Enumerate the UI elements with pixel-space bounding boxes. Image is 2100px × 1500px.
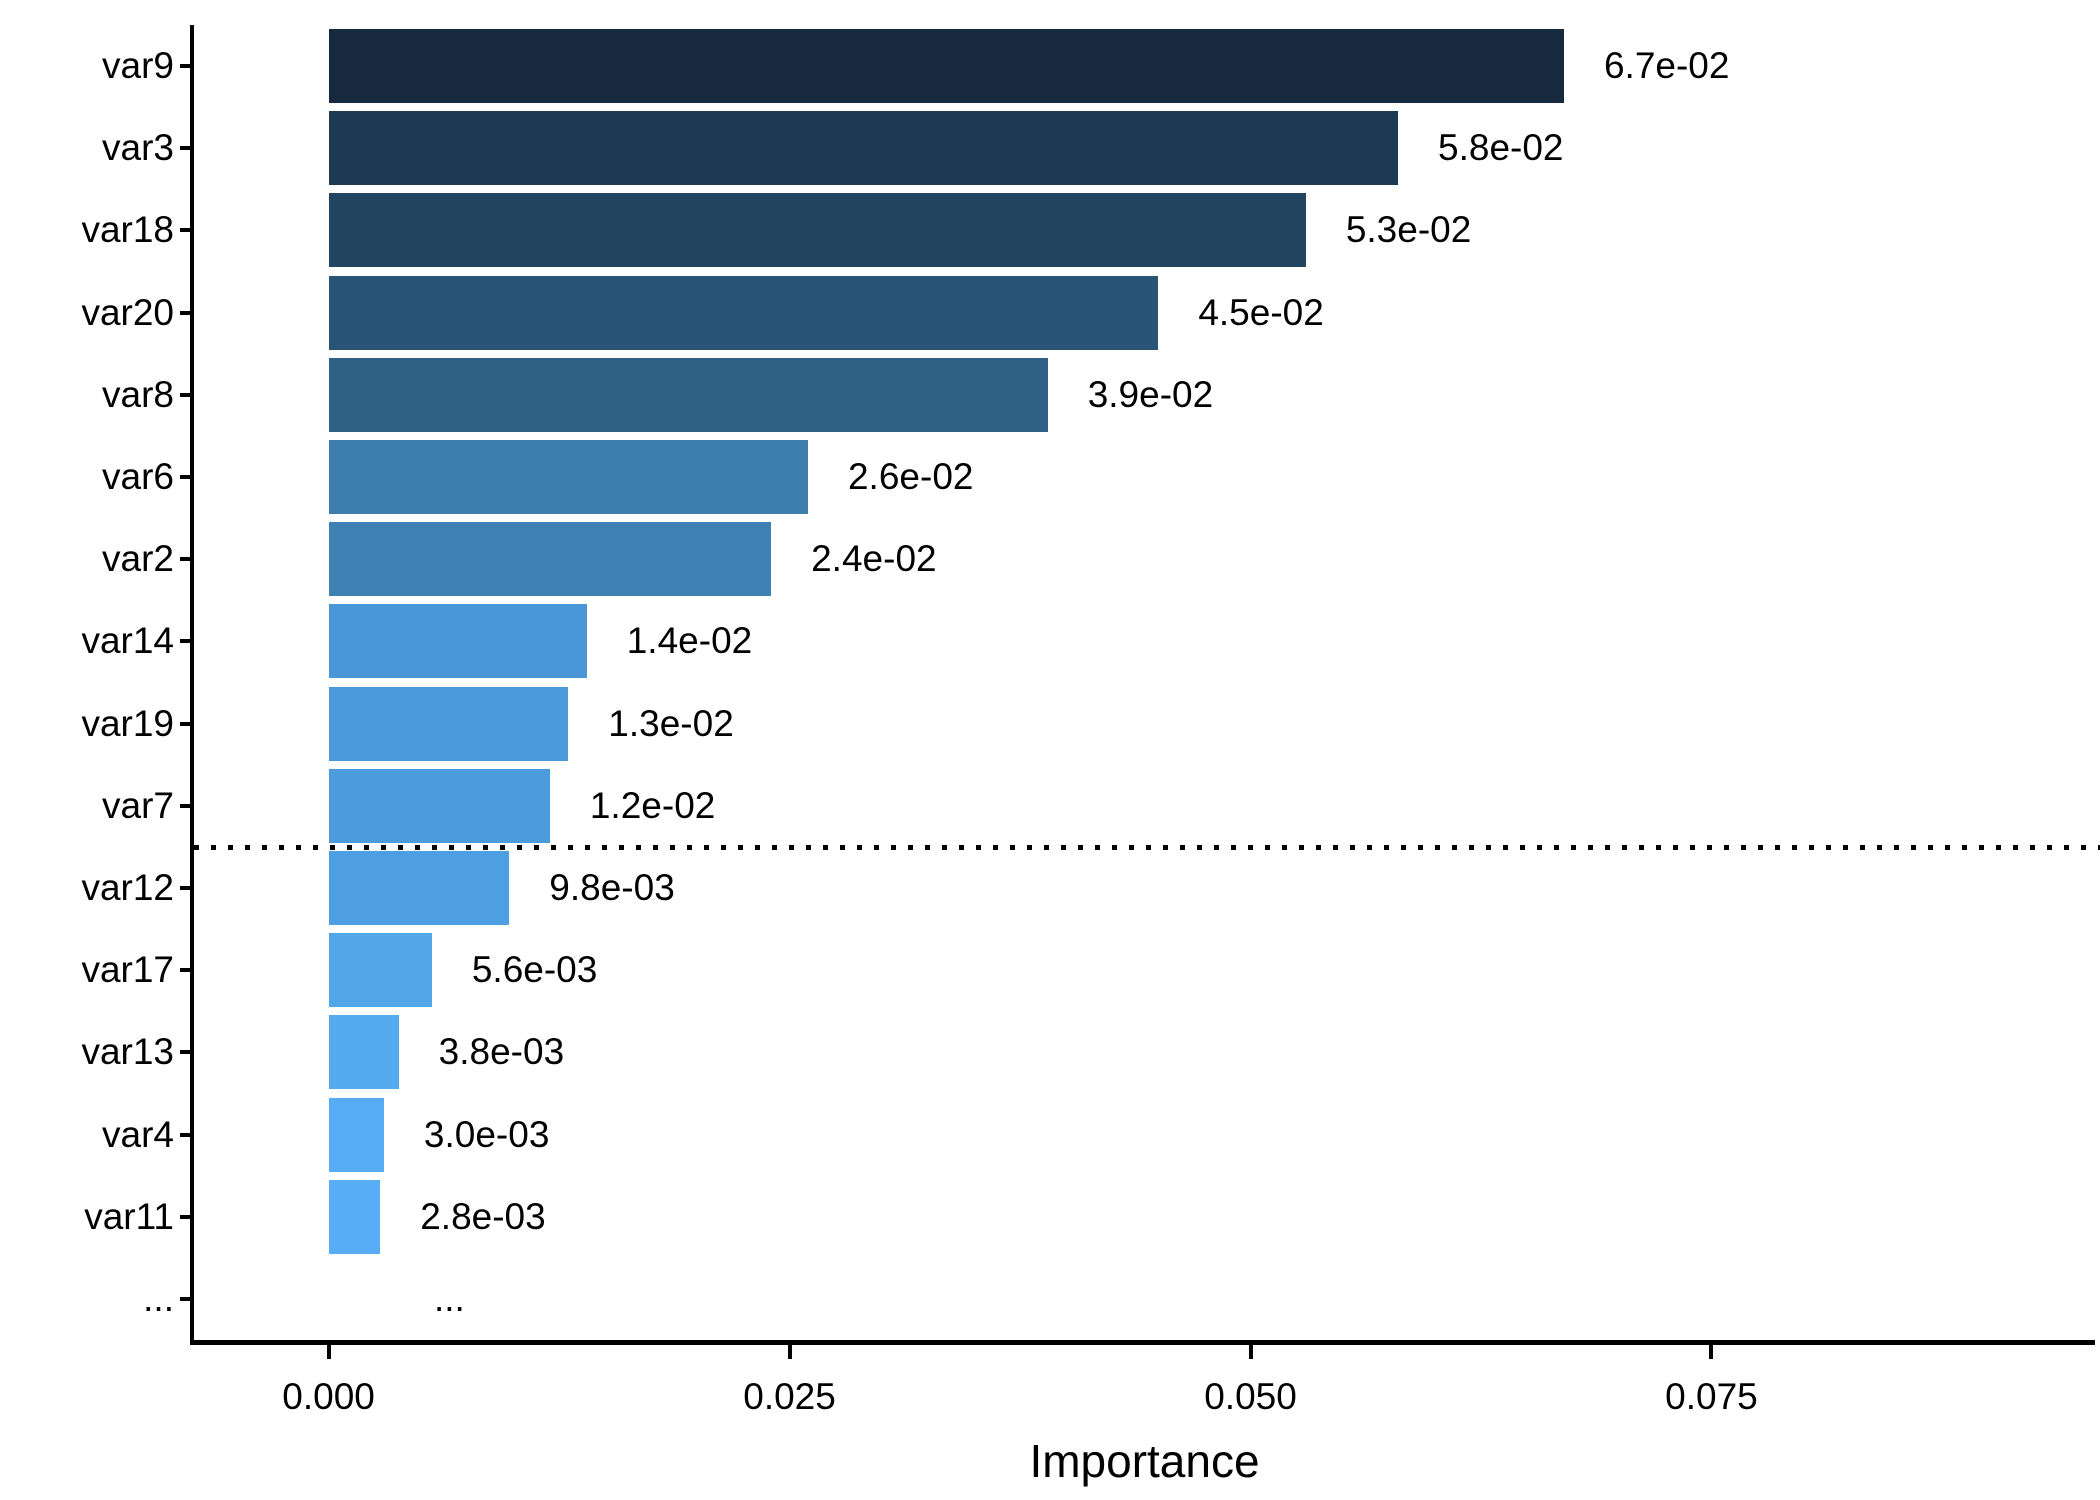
- bar-value-label: 2.8e-03: [420, 1195, 546, 1237]
- bar-value-label: 1.4e-02: [626, 620, 753, 662]
- bar-value-label: 5.8e-02: [1438, 127, 1564, 169]
- y-tick-label: var17: [81, 948, 174, 990]
- importance-bar: [328, 275, 1159, 350]
- bar-row: var4 3.0e-03: [102, 1093, 2095, 1175]
- importance-bar: [328, 522, 772, 597]
- x-axis-tick: [326, 1345, 331, 1359]
- y-tick-label: var19: [81, 702, 174, 744]
- y-axis-tick: [180, 1214, 194, 1219]
- y-axis-tick: [180, 1132, 194, 1137]
- y-tick-label: var18: [81, 209, 174, 251]
- y-tick-label: var12: [81, 866, 174, 908]
- x-axis-tick: [1248, 1345, 1253, 1359]
- y-tick-label: var4: [102, 1113, 174, 1155]
- x-tick-label: 0.050: [1204, 1376, 1297, 1417]
- bar-row: var18 5.3e-02: [81, 189, 2095, 271]
- y-tick-label: var11: [84, 1195, 174, 1237]
- bar-row: var8 3.9e-02: [102, 354, 2095, 436]
- y-axis-tick: [180, 885, 194, 890]
- bar-value-label: 2.6e-02: [847, 455, 974, 497]
- y-tick-label: var14: [81, 620, 174, 662]
- importance-bar: [328, 850, 510, 925]
- y-tick-label: var7: [102, 784, 174, 826]
- y-axis-tick: [180, 1050, 194, 1055]
- y-axis-tick: [180, 721, 194, 726]
- y-tick-label: var6: [102, 455, 174, 497]
- bar-row: var6 2.6e-02: [102, 436, 2095, 518]
- bar-row: var11 2.8e-03: [84, 1176, 2095, 1258]
- y-axis-tick: [180, 968, 194, 973]
- importance-bar: [328, 686, 569, 761]
- importance-bar: [328, 1179, 381, 1254]
- y-axis-tick: [180, 557, 194, 562]
- y-tick-label: var3: [102, 127, 174, 169]
- importance-bar: [328, 604, 587, 679]
- y-tick-label: var8: [102, 373, 174, 415]
- bar-row: var17 5.6e-03: [81, 929, 2095, 1011]
- y-tick-label: var20: [81, 291, 174, 333]
- bar-value-label: 1.2e-02: [589, 784, 716, 826]
- importance-bar: [328, 357, 1048, 432]
- threshold-dotted-line: [194, 844, 2100, 850]
- bar-value-label: 1.3e-02: [608, 702, 734, 744]
- bar-value-label: 2.4e-02: [811, 537, 937, 579]
- bar-row: var13 3.8e-03: [81, 1011, 2095, 1093]
- bar-value-label: 9.8e-03: [549, 866, 675, 908]
- y-axis-tick: [180, 475, 194, 480]
- x-tick-label: 0.075: [1665, 1376, 1758, 1417]
- bar-row: var2 2.4e-02: [102, 518, 2095, 600]
- y-axis-tick: [180, 64, 194, 69]
- bar-value-label: 3.0e-03: [423, 1113, 550, 1155]
- bar-value-label: 5.3e-02: [1345, 209, 1472, 251]
- bar-row: ......: [143, 1258, 2095, 1340]
- x-axis-title: Importance: [1029, 1435, 1260, 1487]
- bar-row: var7 1.2e-02: [102, 765, 2095, 847]
- y-axis-tick: [180, 146, 194, 151]
- importance-bar: [328, 1097, 384, 1172]
- y-tick-label: var2: [102, 537, 174, 579]
- y-axis-tick: [180, 803, 194, 808]
- importance-bar: [328, 29, 1564, 104]
- x-axis-tick: [787, 1345, 792, 1359]
- y-tick-label: var13: [81, 1031, 174, 1073]
- importance-bar: [328, 1015, 399, 1090]
- bar-value-label: 4.5e-02: [1198, 291, 1324, 333]
- y-axis-tick: [180, 1296, 194, 1301]
- bar-row: var19 1.3e-02: [81, 683, 2095, 765]
- bar-row: var3 5.8e-02: [102, 107, 2095, 189]
- x-tick-label: 0.025: [743, 1376, 836, 1417]
- bar-row: var14 1.4e-02: [81, 600, 2095, 682]
- importance-bar: [328, 768, 550, 843]
- bar-value-label: 6.7e-02: [1603, 44, 1730, 86]
- x-tick-label: 0.000: [282, 1376, 375, 1417]
- bar-value-label: 3.9e-02: [1087, 373, 1214, 415]
- bar-value-label: 5.6e-03: [471, 948, 598, 990]
- bar-value-label: 3.8e-03: [438, 1031, 565, 1073]
- x-axis-tick: [1709, 1345, 1714, 1359]
- importance-bar: [328, 933, 432, 1008]
- y-tick-label: ...: [143, 1277, 174, 1319]
- y-axis-tick: [180, 639, 194, 644]
- importance-bar: [328, 111, 1399, 186]
- importance-bar: [328, 193, 1306, 268]
- importance-bar: [328, 440, 808, 515]
- bar-row: var9 6.7e-02: [102, 25, 2095, 107]
- y-axis-tick: [180, 310, 194, 315]
- bar-row: var12 9.8e-03: [81, 847, 2095, 929]
- bar-row: var20 4.5e-02: [81, 272, 2095, 354]
- y-axis-tick: [180, 228, 194, 233]
- y-tick-label: var9: [102, 44, 174, 86]
- y-axis-tick: [180, 392, 194, 397]
- bar-value-label: ...: [434, 1277, 465, 1319]
- plot-panel: var9 6.7e-02 var3 5.8e-02 var18 5.3e-02 var20 4…: [81, 25, 2100, 1484]
